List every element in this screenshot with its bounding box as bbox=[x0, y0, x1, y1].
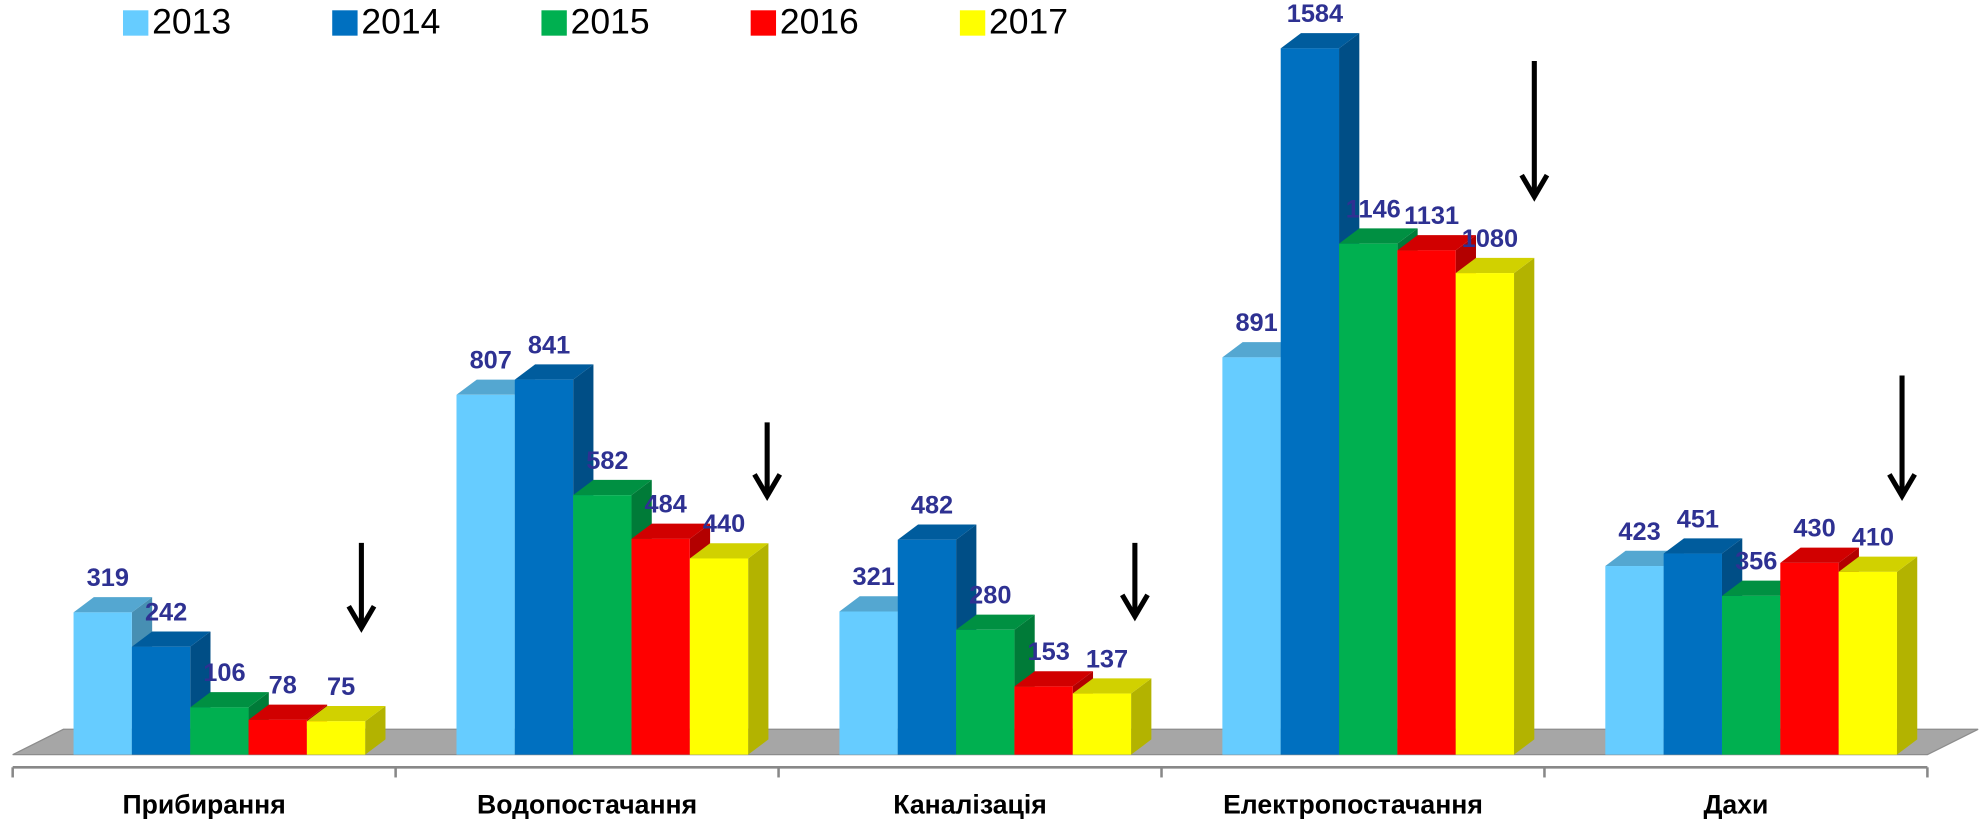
value-label: 582 bbox=[586, 447, 628, 475]
bar bbox=[1838, 556, 1918, 755]
value-label: 356 bbox=[1735, 548, 1777, 576]
value-label: 321 bbox=[853, 563, 895, 591]
value-label: 1131 bbox=[1404, 202, 1459, 230]
legend-swatch bbox=[959, 10, 986, 36]
legend-swatch bbox=[122, 10, 149, 36]
value-label: 451 bbox=[1677, 505, 1719, 533]
x-tick-label: Електропостачання bbox=[1223, 790, 1483, 820]
value-label: 430 bbox=[1793, 515, 1835, 543]
value-label: 891 bbox=[1235, 309, 1277, 337]
value-label: 1080 bbox=[1462, 225, 1518, 253]
arrows bbox=[346, 61, 1917, 633]
value-label: 1146 bbox=[1346, 195, 1401, 223]
x-tick-label: Прибирання bbox=[123, 790, 286, 820]
bar bbox=[306, 705, 386, 755]
legend-label: 2015 bbox=[571, 2, 650, 42]
value-label: 137 bbox=[1086, 645, 1128, 673]
legend-label: 2013 bbox=[152, 2, 231, 42]
legend-swatch bbox=[541, 10, 567, 36]
value-label: 410 bbox=[1852, 524, 1894, 552]
value-label: 484 bbox=[645, 491, 687, 519]
value-label: 280 bbox=[969, 582, 1011, 610]
x-tick-label: Каналізація bbox=[893, 790, 1047, 820]
bar bbox=[1072, 678, 1152, 755]
value-label: 440 bbox=[703, 510, 745, 538]
value-label: 423 bbox=[1618, 518, 1660, 546]
bar bbox=[689, 543, 769, 755]
legend-swatch bbox=[750, 10, 777, 36]
value-label: 482 bbox=[911, 491, 953, 519]
value-label: 841 bbox=[528, 331, 570, 359]
value-label: 242 bbox=[145, 598, 187, 626]
legend-label: 2016 bbox=[780, 2, 859, 42]
value-label: 153 bbox=[1028, 638, 1070, 666]
legend-label: 2017 bbox=[989, 2, 1068, 42]
x-tick-label: Водопостачання bbox=[477, 790, 697, 820]
value-label: 319 bbox=[87, 564, 129, 592]
x-tick-label: Дахи bbox=[1703, 790, 1768, 820]
value-label: 807 bbox=[470, 347, 512, 375]
legend-swatch bbox=[332, 10, 358, 36]
value-label: 1584 bbox=[1287, 0, 1343, 28]
value-label: 106 bbox=[203, 659, 245, 687]
value-label: 75 bbox=[327, 673, 355, 701]
value-label: 78 bbox=[269, 672, 297, 700]
legend-label: 2014 bbox=[361, 2, 440, 42]
bar bbox=[1455, 257, 1535, 755]
